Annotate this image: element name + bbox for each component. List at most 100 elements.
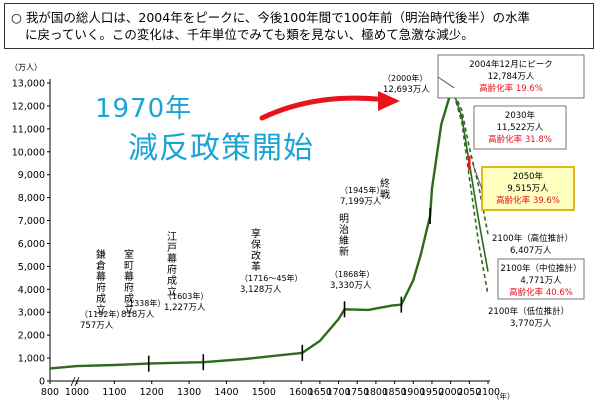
- overlay-arrow-shaft: [259, 95, 391, 121]
- event-label-char: 幕: [96, 270, 106, 283]
- event-value-label: 757万人: [80, 321, 114, 331]
- summary-line-1: ○ 我が国の総人口は、2004年をピークに、今後100年間で100年前（明治時代…: [11, 10, 531, 25]
- projection-value-label: 6,407万人: [510, 246, 552, 256]
- event-label-char: 成: [167, 275, 177, 287]
- event-value-label: 818万人: [121, 310, 155, 320]
- info-box-value: 11,522万人: [497, 123, 544, 133]
- info-box-year: 2050年: [513, 171, 544, 182]
- x-tick-label: 1850: [382, 387, 406, 398]
- event-year-label: （1945年）: [340, 185, 384, 195]
- event-label-char: 府: [124, 281, 134, 294]
- chart-axes: 0 1,000 2,000 3,000 4,000 5,000 6,000 7,000 8,00…: [10, 63, 515, 401]
- x-tick-label: 1100: [102, 387, 126, 398]
- x-tick-label: 1700: [326, 387, 350, 398]
- event-label-char: 革: [251, 260, 261, 273]
- x-tick-label: 800: [41, 387, 59, 398]
- event-year-label: （1192年）: [80, 309, 124, 319]
- y-tick-label: 9,000: [18, 170, 45, 181]
- projection-year-label: 2100年（高位推計）: [492, 233, 573, 244]
- x-axis-label: （年）: [492, 391, 515, 401]
- y-tick-label: 0: [39, 377, 45, 388]
- series-line-1: [451, 87, 489, 235]
- event-value-label: 7,199万人: [340, 197, 382, 207]
- x-tick-label: 1900: [401, 387, 425, 398]
- event-year-label: （1338年）: [121, 298, 165, 308]
- event-label-char: 立: [124, 303, 134, 316]
- event-value-label: 3,128万人: [240, 285, 282, 295]
- event-label-char: 戦: [380, 188, 390, 201]
- y-tick-label: 5,000: [18, 262, 45, 273]
- event-label-char: 立: [167, 285, 177, 298]
- info-box-rate: 高齢化率 39.6%: [496, 195, 560, 206]
- event-value-label: 3,330万人: [330, 281, 372, 291]
- y-tick-label: 8,000: [18, 193, 45, 204]
- x-tick-label: 2100: [476, 387, 500, 398]
- event-label-char: 終: [380, 177, 390, 190]
- series-line-3: [451, 87, 489, 295]
- event-value-label: 12,693万人: [383, 85, 430, 95]
- x-tick-label: 1200: [140, 387, 164, 398]
- event-label-char: 府: [96, 281, 106, 294]
- event-value-label: 1,227万人: [164, 303, 206, 313]
- info-box-value: 12,784万人: [488, 72, 535, 82]
- box-connector: [437, 76, 455, 89]
- overlay-text-policy: 減反政策開始: [128, 131, 314, 166]
- series-line-0: [49, 87, 454, 370]
- event-label-char: 立: [96, 303, 106, 316]
- event-label-char: 改: [251, 249, 261, 262]
- summary-line-2: に戻っていく。この変化は、千年単位でみても類を見ない、極めて急激な減少。: [25, 27, 474, 42]
- chart-labels: 鎌倉幕府成立（1192年）757万人室町幕府成立（1338年）818万人江戸幕府…: [80, 73, 573, 331]
- y-tick-label: 4,000: [18, 285, 45, 296]
- y-tick-label: 2,000: [18, 331, 45, 342]
- y-tick-label: 6,000: [18, 239, 45, 250]
- event-year-label: （2000年）: [383, 73, 427, 83]
- y-tick-label: 1,000: [18, 354, 45, 365]
- y-axis-label: （万人）: [10, 63, 42, 72]
- info-box: [473, 105, 567, 150]
- info-box: [497, 258, 585, 300]
- event-label-char: 成: [96, 293, 106, 305]
- event-label-char: 府: [167, 263, 177, 276]
- x-tick-label: 1950: [420, 387, 444, 398]
- event-label-char: 明: [339, 213, 349, 225]
- info-box: [437, 54, 585, 99]
- x-tick-label: 1000: [65, 387, 89, 398]
- info-box-rate: 高齢化率 40.6%: [509, 287, 573, 298]
- event-label-char: 町: [124, 261, 134, 272]
- event-year-label: （1603年）: [164, 291, 208, 301]
- x-tick-label: 2000: [439, 387, 463, 398]
- x-tick-label: 1500: [252, 387, 276, 398]
- info-box-year: 2004年12月にピーク: [469, 59, 552, 70]
- info-box-year: 2100年（中位推計）: [500, 263, 581, 274]
- info-box-value: 9,515万人: [507, 184, 549, 194]
- info-box: [481, 166, 575, 211]
- x-tick-label: 1800: [364, 387, 388, 398]
- y-tick-label: 12,000: [12, 101, 45, 112]
- event-label-char: 幕: [167, 252, 177, 265]
- event-label-char: 室: [124, 248, 134, 261]
- chart-markers: [147, 80, 471, 372]
- event-label-char: 保: [251, 238, 261, 251]
- info-box-year: 2030年: [505, 110, 536, 121]
- event-label-char: 鎌: [96, 248, 106, 261]
- overlay-arrow-head: [378, 91, 400, 111]
- x-tick-label: 1300: [177, 387, 201, 398]
- event-label-char: 治: [339, 223, 349, 236]
- x-tick-label: 2050: [457, 387, 481, 398]
- y-tick-label: 3,000: [18, 308, 45, 319]
- x-tick-label: 1650: [308, 387, 332, 398]
- event-label-char: 新: [339, 245, 349, 258]
- x-tick-label: 1400: [214, 387, 238, 398]
- event-label-char: 享: [251, 227, 261, 240]
- info-box-value: 4,771万人: [520, 276, 562, 286]
- y-tick-label: 11,000: [12, 124, 45, 135]
- event-label-char: 江: [167, 231, 177, 243]
- axis-break-mark: [70, 376, 80, 387]
- event-label-char: 戸: [167, 242, 177, 254]
- info-box-rate: 高齢化率 19.6%: [479, 83, 543, 94]
- summary-header: ○ 我が国の総人口は、2004年をピークに、今後100年間で100年前（明治時代…: [4, 3, 594, 49]
- projection-year-label: 2100年（低位推計）: [488, 306, 569, 317]
